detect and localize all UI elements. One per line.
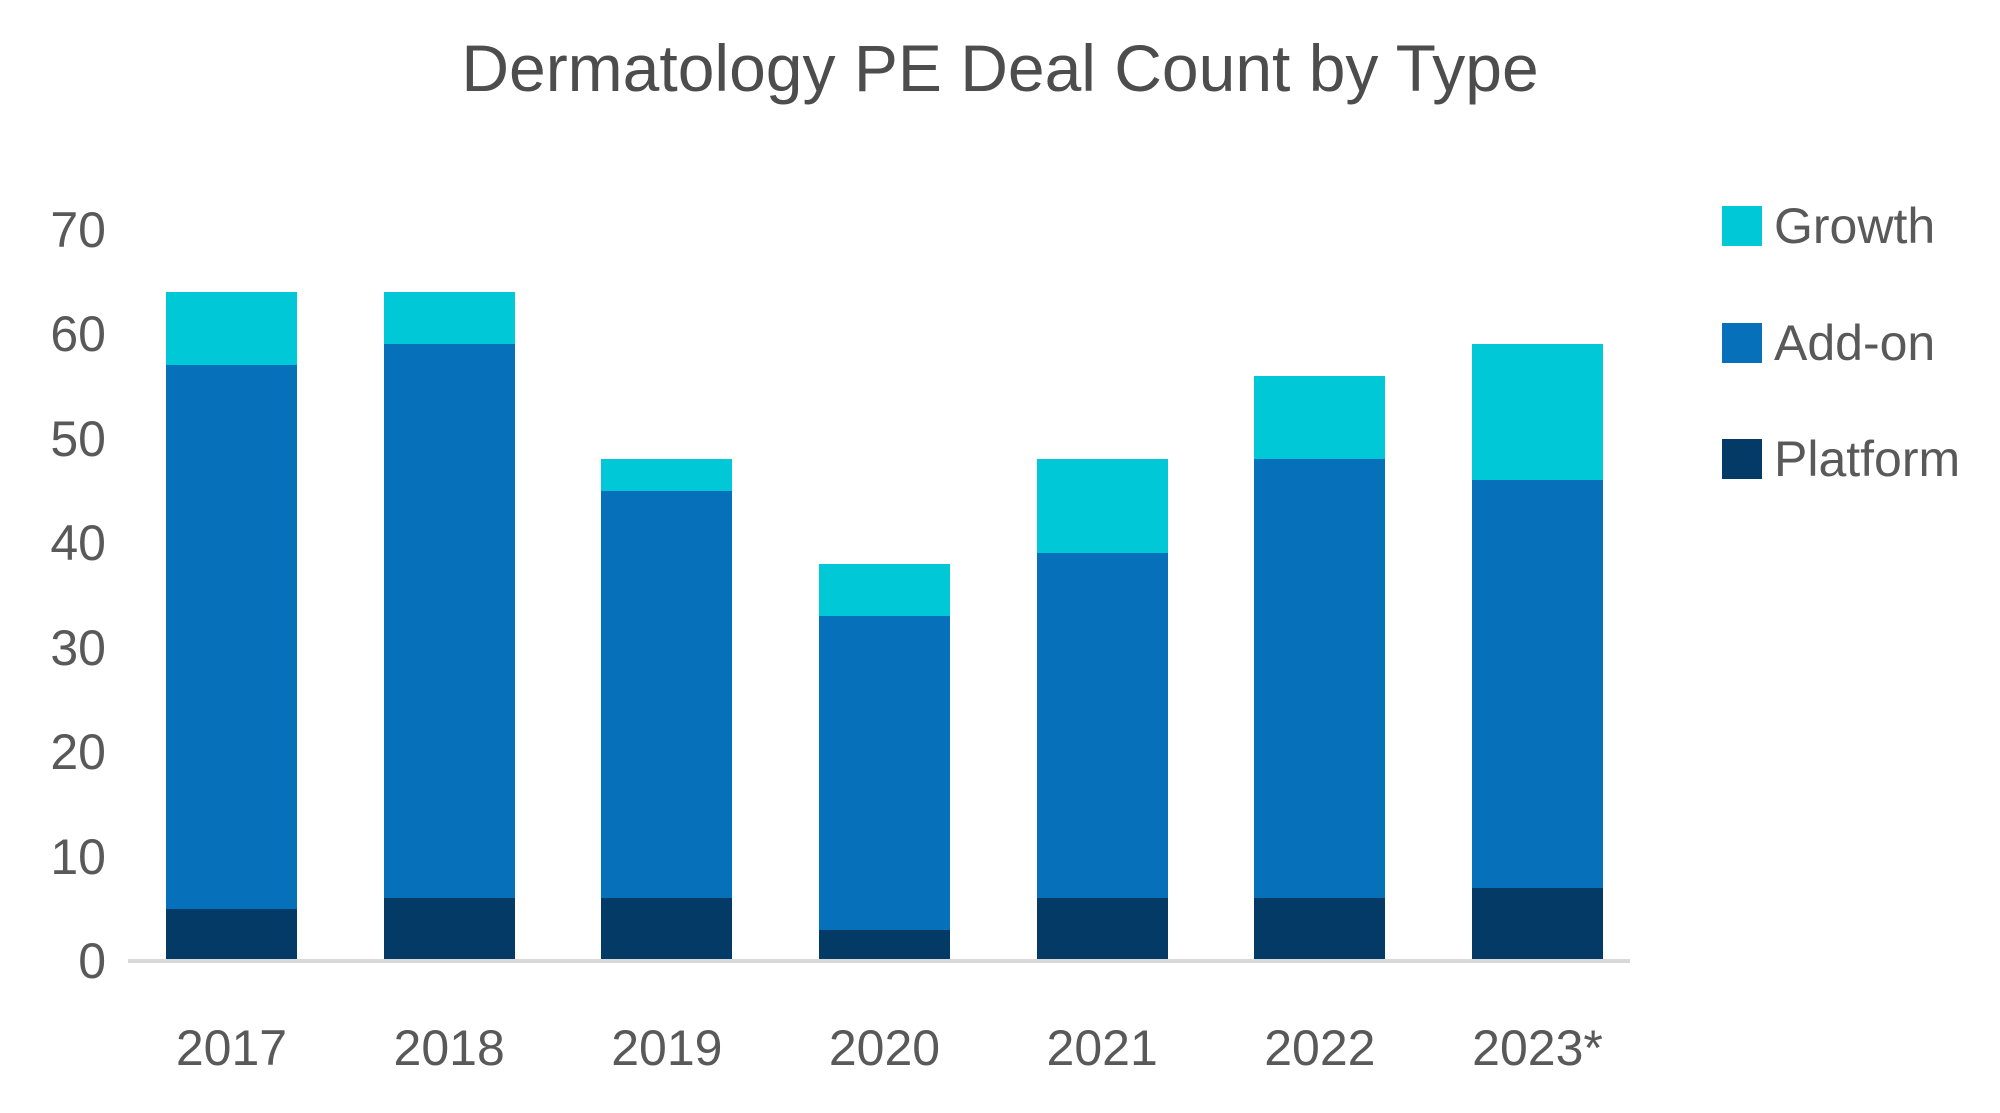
legend-swatch-growth <box>1722 206 1762 246</box>
x-tick-label-2017: 2017 <box>175 1020 288 1076</box>
x-tick-label-2023: 2023* <box>1472 1020 1603 1076</box>
bar-segment-add-on-2022 <box>1254 459 1386 899</box>
bar-segment-platform-2022 <box>1254 898 1386 961</box>
bar-segment-platform-2020 <box>819 929 950 961</box>
bar-segment-growth-2022 <box>1254 375 1386 460</box>
y-tick-label: 50 <box>50 410 106 467</box>
bar-segment-platform-2019 <box>601 898 733 961</box>
x-tick-label-2018: 2018 <box>393 1020 505 1076</box>
legend-label-platform: Platform <box>1774 431 1961 487</box>
bar-segment-platform-2023 <box>1472 887 1604 961</box>
chart-title: Dermatology PE Deal Count by Type <box>461 31 1539 105</box>
legend-swatch-platform <box>1722 439 1762 479</box>
bar-segment-growth-2017 <box>166 292 297 366</box>
x-tick-label-2020: 2020 <box>828 1020 941 1076</box>
bar-segment-platform-2021 <box>1036 898 1168 961</box>
bar-segment-add-on-2021 <box>1036 553 1168 899</box>
x-tick-label-2021: 2021 <box>1046 1020 1158 1076</box>
legend-label-growth: Growth <box>1774 198 1936 254</box>
bar-segment-growth-2020 <box>819 563 950 617</box>
bar-segment-platform-2018 <box>383 898 515 961</box>
y-tick-label: 20 <box>50 724 106 780</box>
bar-segment-add-on-2018 <box>383 344 515 899</box>
legend-label-add-on: Add-on <box>1774 314 1936 371</box>
y-tick-label: 0 <box>78 933 106 989</box>
bar-segment-growth-2023 <box>1472 344 1604 481</box>
bar-segment-growth-2018 <box>383 292 515 345</box>
x-tick-label-2019: 2019 <box>611 1020 723 1076</box>
y-tick-label: 40 <box>50 515 106 571</box>
bar-segment-growth-2021 <box>1036 459 1168 554</box>
y-tick-label: 70 <box>50 201 106 258</box>
x-tick-label-2022: 2022 <box>1264 1020 1376 1076</box>
y-tick-label: 60 <box>50 306 106 362</box>
bar-segment-platform-2017 <box>166 908 297 961</box>
legend-swatch-add-on <box>1722 322 1762 363</box>
bar-segment-add-on-2017 <box>166 365 297 909</box>
x-axis-line <box>128 959 1630 963</box>
bar-segment-growth-2019 <box>601 459 733 491</box>
bar-segment-add-on-2023 <box>1472 480 1604 888</box>
bar-segment-add-on-2019 <box>601 490 733 899</box>
bar-segment-add-on-2020 <box>819 616 950 930</box>
y-tick-label: 30 <box>50 619 106 676</box>
y-tick-label: 10 <box>50 828 106 885</box>
